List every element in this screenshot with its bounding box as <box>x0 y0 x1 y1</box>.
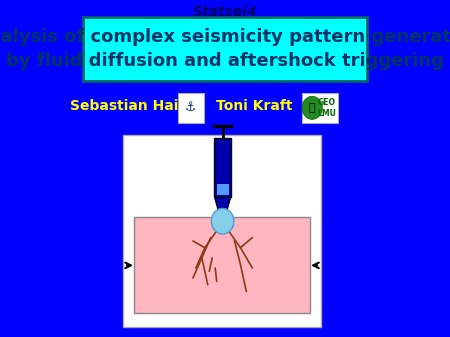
Text: 🌐: 🌐 <box>309 103 315 113</box>
FancyBboxPatch shape <box>177 93 204 123</box>
FancyBboxPatch shape <box>135 217 310 313</box>
FancyBboxPatch shape <box>216 184 229 195</box>
FancyBboxPatch shape <box>122 135 321 327</box>
Text: Toni Kraft: Toni Kraft <box>216 99 293 113</box>
FancyBboxPatch shape <box>215 138 231 197</box>
FancyBboxPatch shape <box>82 17 368 81</box>
Circle shape <box>212 208 234 234</box>
Text: LMU: LMU <box>318 109 337 118</box>
Text: GEO: GEO <box>318 98 336 107</box>
Polygon shape <box>215 197 231 216</box>
Text: ⚓: ⚓ <box>185 101 197 114</box>
Text: Sebastian Hainzl: Sebastian Hainzl <box>71 99 202 113</box>
Circle shape <box>302 96 322 119</box>
Text: Analysis of complex seismicity pattern generated
by fluid diffusion and aftersho: Analysis of complex seismicity pattern g… <box>0 28 450 70</box>
FancyBboxPatch shape <box>302 93 338 123</box>
Text: Statsei4: Statsei4 <box>193 5 257 19</box>
